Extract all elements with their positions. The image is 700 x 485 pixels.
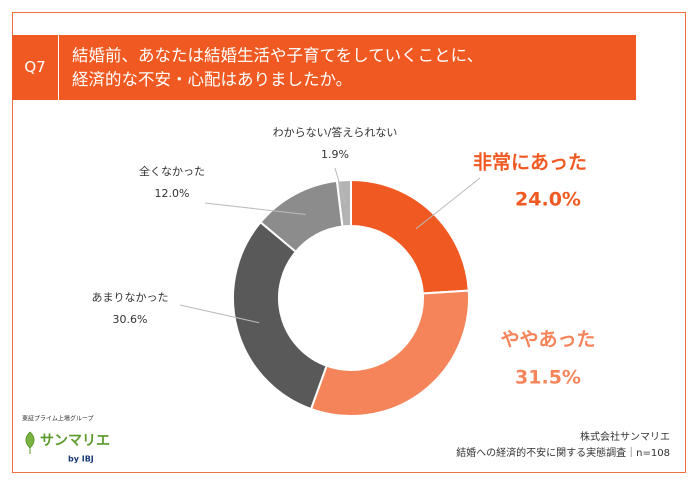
source-survey: 結婚への経済的不安に関する実態調査｜n=108 bbox=[456, 446, 670, 459]
logo-by: by IBJ bbox=[68, 455, 94, 464]
title-line: 結婚前、あなたは結婚生活や子育てをしていくことに、 bbox=[72, 46, 484, 65]
category-label: 非常にあった bbox=[473, 151, 587, 174]
category-label: ややあった bbox=[500, 329, 595, 351]
question-number: Q7 bbox=[12, 35, 59, 100]
value-label: 30.6% bbox=[113, 313, 148, 326]
category-label: あまりなかった bbox=[92, 291, 169, 304]
logo-brand: サンマリエ bbox=[40, 433, 110, 449]
title-line: 経済的な不安・心配はありましたか。 bbox=[72, 70, 353, 89]
header: Q7 結婚前、あなたは結婚生活や子育てをしていくことに、 経済的な不安・心配はあ… bbox=[12, 35, 636, 100]
slice bbox=[335, 178, 352, 228]
leader-line bbox=[179, 304, 260, 324]
source-company: 株式会社サンマリエ bbox=[580, 430, 670, 443]
category-label: わからない/答えられない bbox=[273, 125, 398, 139]
leader-line bbox=[334, 167, 346, 204]
value-label: 31.5% bbox=[515, 367, 581, 389]
slice bbox=[232, 220, 328, 411]
value-label: 12.0% bbox=[155, 187, 190, 200]
logo-icon bbox=[25, 431, 35, 454]
value-label: 24.0% bbox=[515, 189, 581, 211]
leader-line bbox=[415, 177, 481, 230]
slice bbox=[350, 178, 470, 295]
slice bbox=[309, 289, 470, 417]
frame bbox=[12, 12, 686, 473]
leader-line bbox=[204, 202, 306, 215]
value-label: 1.9% bbox=[321, 148, 349, 161]
logo-group: 東証プライム上場グループ bbox=[22, 415, 94, 423]
title: 結婚前、あなたは結婚生活や子育てをしていくことに、 経済的な不安・心配はありまし… bbox=[72, 44, 483, 92]
category-label: 全くなかった bbox=[139, 164, 205, 178]
